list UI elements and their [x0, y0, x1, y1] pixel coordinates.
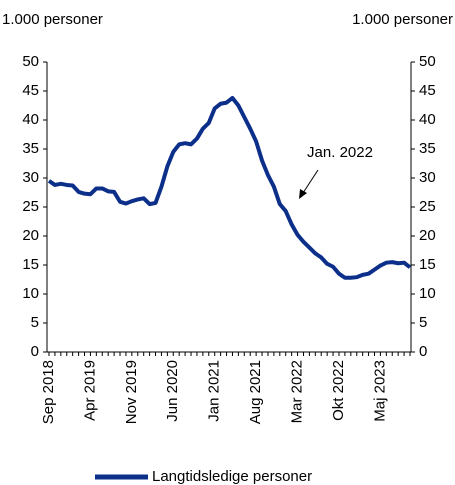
y2-axis-label: 1.000 personer	[352, 11, 453, 28]
y2-tick-label: 35	[419, 140, 436, 157]
y-tick-label: 30	[22, 169, 39, 186]
x-tick-label: Maj 2023	[371, 360, 388, 422]
y2-tick-label: 5	[419, 314, 427, 331]
y2-tick-label: 25	[419, 198, 436, 215]
y2-tick-label: 20	[419, 227, 436, 244]
y-tick-label: 10	[22, 285, 39, 302]
y-axis-label: 1.000 personer	[2, 11, 103, 28]
x-tick-label: Apr 2019	[81, 360, 98, 421]
annotation-arrow	[302, 169, 319, 194]
y2-tick-label: 50	[419, 53, 436, 70]
y-tick-label: 0	[31, 343, 39, 360]
y-tick-label: 5	[31, 314, 39, 331]
y-tick-label: 40	[22, 111, 39, 128]
y2-tick-label: 40	[419, 111, 436, 128]
y2-tick-label: 15	[419, 256, 436, 273]
y-tick-label: 15	[22, 256, 39, 273]
x-tick-label: Sep 2018	[40, 360, 57, 424]
y2-tick-label: 0	[419, 343, 427, 360]
x-tick-label: Mar 2022	[289, 360, 306, 423]
legend-label: Langtidsledige personer	[152, 468, 312, 485]
x-tick-label: Aug 2021	[247, 360, 264, 424]
y2-tick-label: 10	[419, 285, 436, 302]
x-tick-label: Jan 2021	[206, 360, 223, 422]
y-tick-label: 25	[22, 198, 39, 215]
annotation: Jan. 2022	[307, 144, 373, 161]
data-line	[47, 95, 412, 280]
y2-tick-label: 45	[419, 82, 436, 99]
x-tick-label: Jun 2020	[164, 360, 181, 422]
x-tick-label: Nov 2019	[123, 360, 140, 424]
annotation-arrowhead	[299, 189, 307, 199]
y2-tick-label: 30	[419, 169, 436, 186]
x-tick-label: Okt 2022	[330, 360, 347, 421]
y-tick-label: 20	[22, 227, 39, 244]
y-tick-label: 45	[22, 82, 39, 99]
y-tick-label: 35	[22, 140, 39, 157]
y-tick-label: 50	[22, 53, 39, 70]
